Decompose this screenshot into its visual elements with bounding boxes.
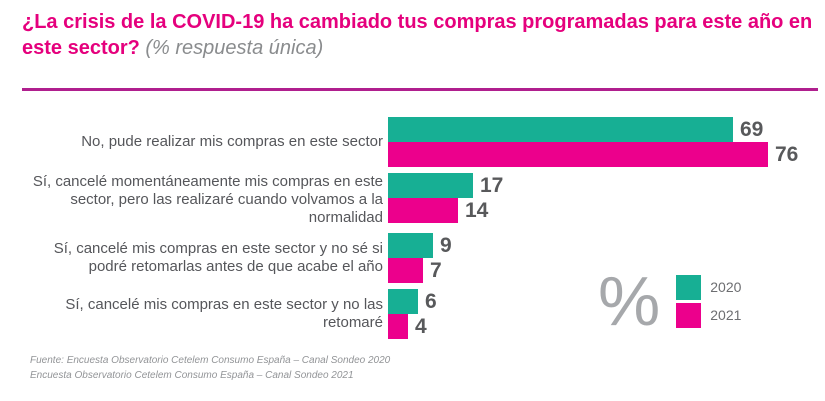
- value-label: 17: [480, 173, 504, 197]
- bar-line-2021: 14: [388, 198, 503, 223]
- bar-group: 69 76: [388, 117, 798, 167]
- bar-2020: [388, 289, 418, 314]
- chart-legend: % 2020 2021: [598, 262, 742, 340]
- value-label: 14: [465, 198, 489, 222]
- chart-row: Sí, cancelé momentáneamente mis compras …: [22, 173, 812, 227]
- chart-header: ¿La crisis de la COVID-19 ha cambiado tu…: [22, 9, 818, 61]
- source-footer: Fuente: Encuesta Observatorio Cetelem Co…: [30, 353, 390, 383]
- value-label: 4: [415, 314, 427, 338]
- chart-title-note: (% respuesta única): [139, 37, 324, 59]
- bar-chart: No, pude realizar mis compras en este se…: [22, 117, 812, 345]
- percent-symbol: %: [598, 262, 661, 340]
- bar-line-2020: 9: [388, 233, 452, 258]
- header-divider-line: [22, 88, 818, 91]
- legend-items: 2020 2021: [676, 274, 742, 328]
- category-label: Sí, cancelé mis compras en este sector y…: [65, 296, 383, 331]
- category-label: Sí, cancelé momentáneamente mis compras …: [32, 173, 383, 226]
- bar-2020: [388, 173, 473, 198]
- source-line-1: Fuente: Encuesta Observatorio Cetelem Co…: [30, 355, 391, 366]
- legend-item-2021: 2021: [676, 302, 742, 328]
- bar-line-2020: 6: [388, 289, 437, 314]
- value-label: 76: [775, 142, 799, 166]
- bar-group: 17 14: [388, 173, 503, 227]
- bar-line-2021: 4: [388, 314, 437, 339]
- bar-line-2020: 69: [388, 117, 798, 142]
- legend-item-2020: 2020: [676, 274, 742, 300]
- bar-2020: [388, 117, 733, 142]
- bar-line-2021: 76: [388, 142, 798, 167]
- bar-line-2020: 17: [388, 173, 503, 198]
- chart-row: No, pude realizar mis compras en este se…: [22, 117, 812, 167]
- legend-swatch-2021: [676, 302, 702, 328]
- legend-swatch-2020: [676, 274, 702, 300]
- source-line-2: Encuesta Observatorio Cetelem Consumo Es…: [30, 370, 354, 381]
- bar-2020: [388, 233, 433, 258]
- bar-2021: [388, 142, 768, 167]
- legend-label: 2021: [710, 307, 742, 323]
- value-label: 7: [430, 258, 442, 282]
- chart-row: Sí, cancelé mis compras en este sector y…: [22, 289, 812, 339]
- chart-title: ¿La crisis de la COVID-19 ha cambiado tu…: [22, 9, 818, 61]
- legend-label: 2020: [710, 279, 742, 295]
- bar-2021: [388, 258, 423, 283]
- bar-line-2021: 7: [388, 258, 452, 283]
- chart-row: Sí, cancelé mis compras en este sector y…: [22, 233, 812, 283]
- value-label: 6: [425, 289, 437, 313]
- value-label: 9: [440, 233, 452, 257]
- value-label: 69: [740, 117, 764, 141]
- bar-2021: [388, 314, 408, 339]
- bar-2021: [388, 198, 458, 223]
- category-label: No, pude realizar mis compras en este se…: [81, 133, 383, 150]
- chart-title-text: ¿La crisis de la COVID-19 ha cambiado tu…: [22, 11, 813, 59]
- category-label: Sí, cancelé mis compras en este sector y…: [53, 240, 383, 275]
